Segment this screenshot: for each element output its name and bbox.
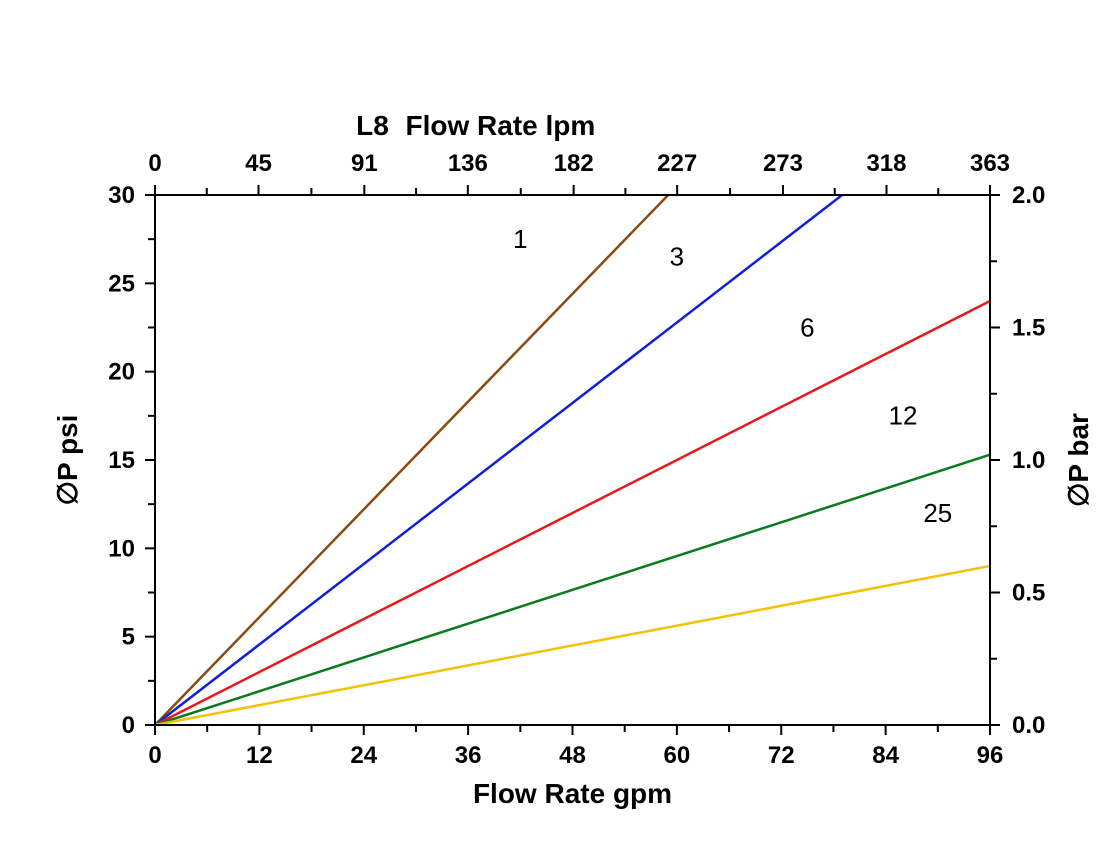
chart-title-right: Flow Rate lpm: [406, 110, 596, 141]
xtick-top-label: 182: [554, 150, 594, 177]
ytick-left-label: 15: [108, 447, 135, 474]
ytick-left-label: 5: [122, 624, 135, 651]
xtick-top-label: 363: [970, 150, 1010, 177]
ytick-right-label: 0.5: [1012, 580, 1045, 607]
xtick-top-label: 318: [866, 150, 906, 177]
line-chart-svg: 0122436486072849604591136182227273318363…: [0, 0, 1118, 860]
ytick-left-label: 0: [122, 712, 135, 739]
xtick-bottom-label: 12: [246, 742, 273, 769]
xtick-top-label: 91: [351, 150, 378, 177]
series-label: 25: [923, 498, 952, 528]
ylabel-right: ∅P bar: [1063, 413, 1094, 507]
xtick-top-label: 136: [448, 150, 488, 177]
xtick-bottom-label: 84: [872, 742, 899, 769]
chart-title-left: L8: [356, 110, 389, 141]
xtick-bottom-label: 72: [768, 742, 795, 769]
ytick-left-label: 10: [108, 535, 135, 562]
ytick-right-label: 1.5: [1012, 315, 1045, 342]
xtick-top-label: 0: [148, 150, 161, 177]
chart-container: 0122436486072849604591136182227273318363…: [0, 0, 1118, 860]
series-label: 1: [513, 224, 527, 254]
xtick-top-label: 227: [657, 150, 697, 177]
xtick-bottom-label: 24: [350, 742, 377, 769]
xtick-bottom-label: 48: [559, 742, 586, 769]
xtick-bottom-label: 96: [977, 742, 1004, 769]
xtick-bottom-label: 36: [455, 742, 482, 769]
ytick-right-label: 0.0: [1012, 712, 1045, 739]
xtick-top-label: 273: [763, 150, 803, 177]
series-label: 12: [889, 401, 918, 431]
ylabel-left: ∅P psi: [52, 415, 83, 506]
series-label: 6: [800, 312, 814, 342]
xtick-bottom-label: 0: [148, 742, 161, 769]
ytick-right-label: 2.0: [1012, 182, 1045, 209]
xtick-bottom-label: 60: [664, 742, 691, 769]
xlabel-bottom: Flow Rate gpm: [473, 778, 672, 809]
ytick-left-label: 25: [108, 270, 135, 297]
xtick-top-label: 45: [245, 150, 272, 177]
ytick-right-label: 1.0: [1012, 447, 1045, 474]
ytick-left-label: 20: [108, 359, 135, 386]
ytick-left-label: 30: [108, 182, 135, 209]
series-label: 3: [670, 242, 684, 272]
